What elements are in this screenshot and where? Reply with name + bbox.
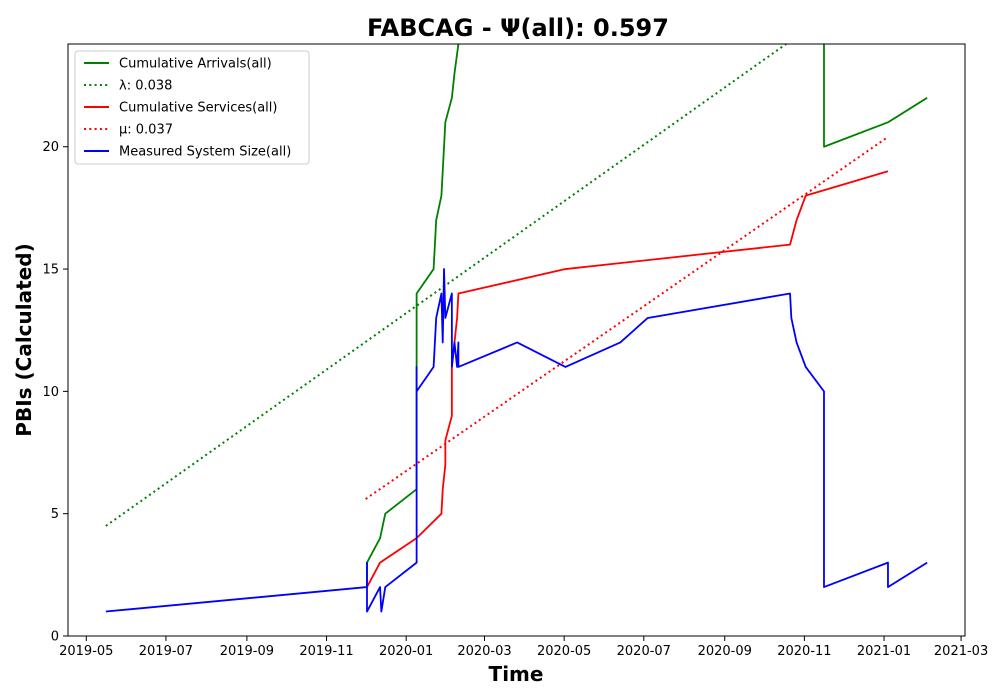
legend-item-label: μ: 0.037 [119, 123, 173, 138]
legend-item-label: Cumulative Arrivals(all) [119, 57, 272, 72]
legend: Cumulative Arrivals(all) λ: 0.038 Cumulati… [74, 50, 310, 165]
x-tick-label: 2021-03 [934, 644, 988, 659]
y-tick-label: 10 [42, 385, 59, 400]
series-layer [105, 44, 928, 613]
y-tick-label: 15 [42, 263, 59, 278]
x-tick-label: 2021-01 [857, 644, 911, 659]
legend-item-label: λ: 0.038 [119, 79, 172, 94]
x-tick-label: 2019-11 [299, 644, 353, 659]
x-tick-label: 2019-05 [59, 644, 113, 659]
x-tick-label: 2019-09 [220, 644, 274, 659]
x-axis-label: Time [489, 662, 544, 686]
x-tick-label: 2020-03 [457, 644, 511, 659]
chart-title: FABCAG - Ψ(all): 0.597 [367, 14, 669, 42]
x-tick-label: 2020-07 [617, 644, 671, 659]
plot-frame [67, 43, 966, 637]
x-tick-label: 2020-11 [777, 644, 831, 659]
series-line-cumulative-services-all-3 [366, 170, 889, 588]
y-tick-label: 5 [51, 507, 59, 522]
x-tick-label: 2019-07 [139, 644, 193, 659]
x-tick-label: 2020-01 [379, 644, 433, 659]
legend-box [74, 50, 310, 165]
x-tick-label: 2020-09 [698, 644, 752, 659]
y-axis-ticks: 0 5 10 15 20 [42, 140, 68, 645]
legend-item-label: Measured System Size(all) [119, 145, 291, 160]
legend-item-label: Cumulative Services(all) [119, 101, 277, 116]
y-tick-label: 0 [51, 630, 59, 645]
series-line-0-038-2 [105, 44, 787, 527]
y-axis-label: PBIs (Calculated) [12, 243, 36, 436]
series-line-measured-system-size-all-5 [105, 268, 928, 613]
x-tick-label: 2020-05 [537, 644, 591, 659]
x-axis-ticks: 2019-05 2019-07 2019-09 2019-11 2020-01 2020-… [59, 636, 988, 659]
series-line-cumulative-arrivals-all-0 [366, 44, 460, 588]
series-line-cumulative-arrivals-all-1 [823, 44, 928, 148]
y-tick-label: 20 [42, 140, 59, 155]
